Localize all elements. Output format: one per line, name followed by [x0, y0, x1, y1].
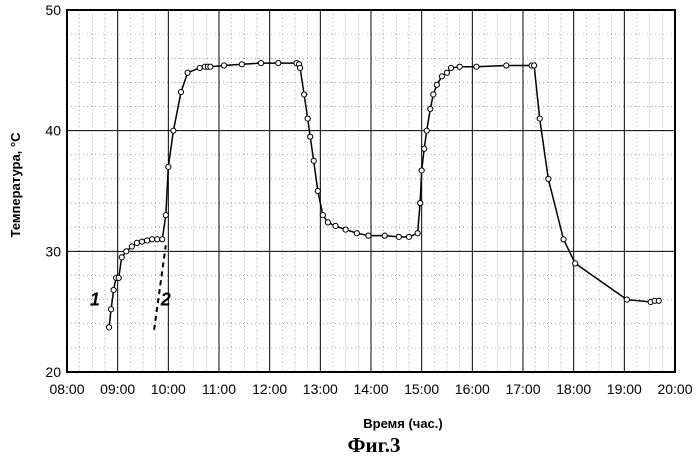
data-point — [308, 134, 313, 139]
data-point — [382, 233, 387, 238]
data-point — [144, 238, 149, 243]
data-point — [325, 220, 330, 225]
x-tick-label: 08:00 — [49, 381, 84, 397]
data-point — [424, 128, 429, 133]
data-point — [302, 92, 307, 97]
x-tick-label: 14:00 — [353, 381, 388, 397]
data-point — [532, 63, 537, 68]
data-point — [108, 307, 113, 312]
data-point — [396, 234, 401, 239]
x-tick-label: 09:00 — [100, 381, 135, 397]
data-point — [134, 240, 139, 245]
data-point — [106, 325, 111, 330]
x-tick-label: 16:00 — [455, 381, 490, 397]
data-point — [418, 200, 423, 205]
x-tick-label: 17:00 — [505, 381, 540, 397]
x-tick-label: 11:00 — [202, 381, 236, 397]
data-point — [208, 64, 213, 69]
data-point — [221, 63, 226, 68]
data-point — [366, 233, 371, 238]
data-point — [166, 164, 171, 169]
data-point — [333, 223, 338, 228]
y-axis-label: Температура, °С — [8, 132, 23, 238]
data-point — [178, 89, 183, 94]
data-point — [448, 65, 453, 70]
data-point — [155, 237, 160, 242]
x-tick-label: 10:00 — [151, 381, 186, 397]
data-point — [439, 74, 444, 79]
annotation-label: 2 — [160, 290, 171, 310]
data-point — [561, 237, 566, 242]
y-tick-label: 30 — [45, 243, 61, 259]
data-point — [419, 168, 424, 173]
data-point — [124, 249, 129, 254]
x-tick-label: 18:00 — [556, 381, 591, 397]
data-point — [415, 231, 420, 236]
data-point — [431, 92, 436, 97]
data-point — [573, 261, 578, 266]
y-tick-label: 50 — [45, 2, 61, 18]
data-point — [239, 62, 244, 67]
data-point — [129, 244, 134, 249]
series-line-2 — [154, 245, 166, 329]
data-point — [457, 64, 462, 69]
x-tick-label: 12:00 — [252, 381, 287, 397]
data-series — [106, 60, 661, 329]
data-point — [537, 116, 542, 121]
data-point — [315, 188, 320, 193]
tick-labels: 08:00 09:00 10:00 11:00 12:00 13:00 14:00 15:00… — [45, 2, 692, 397]
data-point — [139, 239, 144, 244]
data-point — [305, 116, 310, 121]
data-point — [185, 70, 190, 75]
data-point — [428, 106, 433, 111]
data-point — [311, 158, 316, 163]
data-point — [119, 255, 124, 260]
data-point — [297, 65, 302, 70]
data-point — [320, 213, 325, 218]
y-tick-label: 20 — [45, 364, 61, 380]
x-axis-label: Время (час.) — [363, 416, 442, 431]
data-point — [434, 82, 439, 87]
data-point — [504, 63, 509, 68]
data-point — [343, 227, 348, 232]
data-point — [258, 60, 263, 65]
data-point — [474, 64, 479, 69]
data-point — [197, 65, 202, 70]
x-tick-label: 20:00 — [657, 381, 692, 397]
y-tick-label: 40 — [45, 123, 61, 139]
data-point — [150, 237, 155, 242]
data-point — [422, 146, 427, 151]
data-point — [546, 176, 551, 181]
data-point — [116, 275, 121, 280]
data-point — [406, 234, 411, 239]
data-point — [624, 297, 629, 302]
x-tick-label: 15:00 — [404, 381, 439, 397]
data-point — [444, 70, 449, 75]
x-tick-label: 19:00 — [607, 381, 642, 397]
figure-caption: Фиг.3 — [347, 433, 400, 457]
data-point — [276, 60, 281, 65]
data-point — [160, 237, 165, 242]
data-point — [656, 298, 661, 303]
data-point — [354, 231, 359, 236]
data-point — [171, 128, 176, 133]
x-tick-label: 13:00 — [303, 381, 338, 397]
grid-lines — [67, 10, 675, 372]
data-point — [111, 287, 116, 292]
annotation-label: 1 — [90, 290, 100, 310]
data-point — [163, 213, 168, 218]
